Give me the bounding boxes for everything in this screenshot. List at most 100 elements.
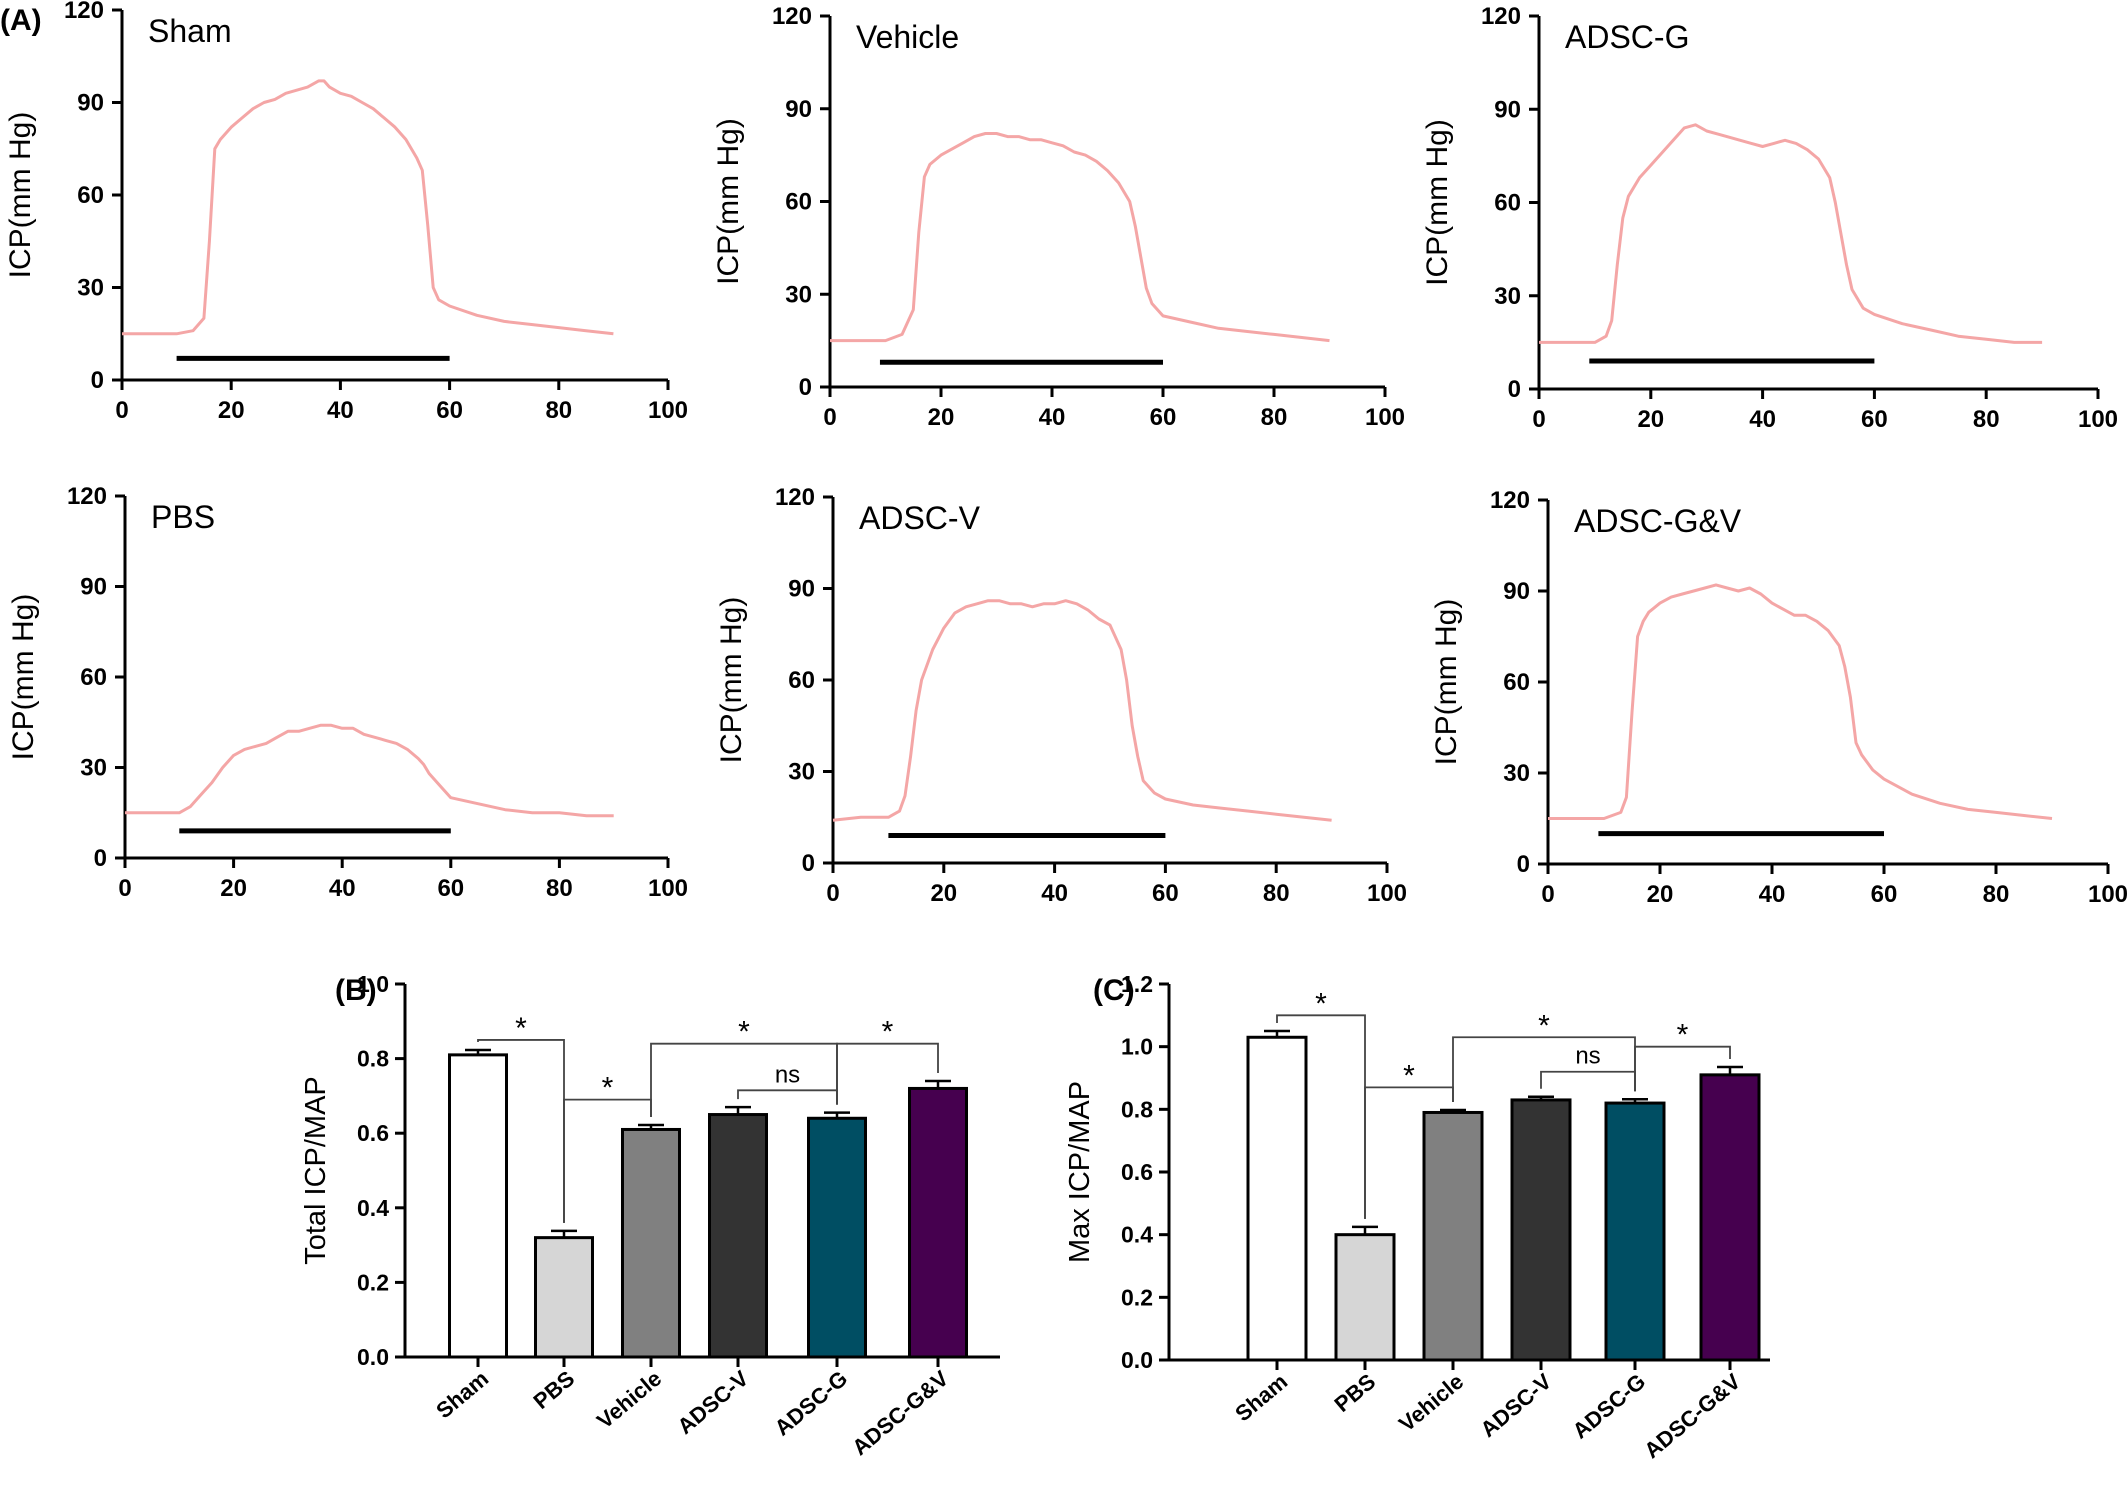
x-tick-label: 20 bbox=[930, 880, 957, 907]
icp-trace-line bbox=[1548, 583, 2053, 820]
y-tick-label: 60 bbox=[785, 189, 812, 216]
x-tick-label: 100 bbox=[1365, 404, 1405, 431]
x-tick-label: 80 bbox=[546, 875, 573, 902]
y-tick-label: 120 bbox=[772, 3, 812, 30]
y-axis-label: ICP(mm Hg) bbox=[712, 118, 745, 285]
significance-label: * bbox=[1403, 1059, 1415, 1092]
bar bbox=[1510, 1098, 1572, 1362]
y-axis-label: ICP(mm Hg) bbox=[1430, 599, 1463, 766]
y-tick-label: 0.0 bbox=[357, 1344, 389, 1370]
significance-bracket bbox=[836, 1042, 939, 1105]
x-tick-label: 0 bbox=[1541, 881, 1554, 908]
significance-bracket bbox=[1634, 1045, 1731, 1092]
bar bbox=[1422, 1110, 1484, 1362]
y-tick-label: 60 bbox=[788, 667, 815, 694]
y-axis-label: ICP(mm Hg) bbox=[1421, 119, 1454, 286]
significance-label: * bbox=[882, 1016, 894, 1049]
y-tick-label: 90 bbox=[80, 574, 107, 601]
y-tick-label: 0.4 bbox=[1121, 1222, 1153, 1248]
y-tick-label: 120 bbox=[67, 483, 107, 510]
y-tick-label: 0 bbox=[802, 850, 815, 877]
y-tick-label: 0.0 bbox=[1121, 1347, 1153, 1373]
y-tick-label: 1.2 bbox=[1121, 971, 1153, 997]
significance-label: ns bbox=[1575, 1043, 1600, 1070]
y-tick-label: 120 bbox=[1490, 487, 1530, 514]
x-tick-label: 80 bbox=[1261, 404, 1288, 431]
y-tick-label: 60 bbox=[1503, 669, 1530, 696]
y-tick-label: 0.2 bbox=[357, 1269, 389, 1295]
chart-title: PBS bbox=[151, 499, 215, 535]
icp-trace-line bbox=[122, 79, 614, 336]
chart-title: Sham bbox=[148, 13, 232, 49]
bar bbox=[1334, 1233, 1396, 1362]
icp-chart: 0 20 40 60 80 100 0 30 60 90 120 ICP(mm Hg) ADSC-V bbox=[715, 484, 1407, 907]
bar bbox=[448, 1053, 508, 1359]
y-tick-label: 0.4 bbox=[357, 1195, 389, 1221]
x-tick-label: 40 bbox=[327, 397, 354, 424]
x-tick-label: 60 bbox=[437, 875, 464, 902]
icp-chart: 0 20 40 60 80 100 0 30 60 90 120 ICP(mm Hg) ADSC-G&V bbox=[1430, 487, 2128, 908]
x-tick-label: 20 bbox=[928, 404, 955, 431]
panel-label-b: (B) bbox=[335, 974, 377, 1007]
y-tick-label: 0 bbox=[1508, 376, 1521, 403]
y-tick-label: 1.0 bbox=[1121, 1034, 1153, 1060]
significance-label: * bbox=[1315, 987, 1327, 1020]
y-tick-label: 90 bbox=[1494, 96, 1521, 123]
icp-trace-line bbox=[125, 723, 614, 818]
x-tick-label: 20 bbox=[1637, 406, 1664, 433]
x-tick-label: 100 bbox=[2088, 881, 2128, 908]
y-tick-label: 30 bbox=[1494, 283, 1521, 310]
chart-title: ADSC-V bbox=[859, 500, 981, 536]
significance-label: * bbox=[1677, 1019, 1689, 1052]
y-tick-label: 30 bbox=[77, 275, 104, 302]
x-tick-label: 40 bbox=[1041, 880, 1068, 907]
y-tick-label: 120 bbox=[1481, 3, 1521, 30]
chart-title: ADSC-G bbox=[1565, 19, 1689, 55]
bar bbox=[908, 1086, 968, 1359]
panel-label-a: (A) bbox=[0, 4, 42, 37]
x-tick-label: 100 bbox=[1367, 880, 1407, 907]
y-tick-label: 0 bbox=[94, 845, 107, 872]
x-tick-label: 0 bbox=[823, 404, 836, 431]
bar bbox=[807, 1116, 867, 1359]
x-tick-label: 0 bbox=[115, 397, 128, 424]
icp-chart: 0 20 40 60 80 100 0 30 60 90 120 ICP(mm Hg) PBS bbox=[7, 483, 688, 902]
significance-label: * bbox=[1538, 1009, 1550, 1042]
y-tick-label: 0.8 bbox=[357, 1046, 389, 1072]
y-axis-label: Total ICP/MAP bbox=[300, 1076, 332, 1265]
panel-label-c: (C) bbox=[1093, 974, 1135, 1007]
y-tick-label: 60 bbox=[1494, 190, 1521, 217]
x-tick-label: 0 bbox=[826, 880, 839, 907]
x-tick-label: 80 bbox=[1973, 406, 2000, 433]
icp-chart: 0 20 40 60 80 100 0 30 60 90 120 ICP(mm Hg) Sham bbox=[4, 0, 688, 424]
bar bbox=[708, 1113, 768, 1359]
y-tick-label: 0.6 bbox=[357, 1120, 389, 1146]
y-tick-label: 120 bbox=[775, 484, 815, 511]
y-tick-label: 30 bbox=[788, 759, 815, 786]
y-tick-label: 30 bbox=[785, 281, 812, 308]
icp-chart: 0 20 40 60 80 100 0 30 60 90 120 ICP(mm Hg) ADSC-G bbox=[1421, 3, 2118, 433]
y-axis-label: ICP(mm Hg) bbox=[4, 112, 37, 279]
x-tick-label: 60 bbox=[1150, 404, 1177, 431]
x-tick-label: 0 bbox=[1532, 406, 1545, 433]
x-tick-label: 80 bbox=[545, 397, 572, 424]
y-tick-label: 0 bbox=[91, 367, 104, 394]
x-tick-label: 40 bbox=[1759, 881, 1786, 908]
x-tick-label: 20 bbox=[1647, 881, 1674, 908]
bar bbox=[1246, 1035, 1308, 1362]
x-tick-label: 20 bbox=[220, 875, 247, 902]
x-tick-label: 40 bbox=[329, 875, 356, 902]
x-tick-label: 60 bbox=[436, 397, 463, 424]
x-tick-label: 0 bbox=[118, 875, 131, 902]
bar bbox=[1604, 1101, 1666, 1362]
x-tick-label: 80 bbox=[1983, 881, 2010, 908]
y-tick-label: 90 bbox=[788, 576, 815, 603]
x-tick-label: 60 bbox=[1871, 881, 1898, 908]
y-tick-label: 30 bbox=[80, 755, 107, 782]
bar bbox=[534, 1236, 594, 1359]
significance-label: * bbox=[738, 1016, 750, 1049]
significance-label: * bbox=[602, 1072, 614, 1105]
y-axis-label: Max ICP/MAP bbox=[1064, 1081, 1096, 1263]
x-tick-label: 80 bbox=[1263, 880, 1290, 907]
